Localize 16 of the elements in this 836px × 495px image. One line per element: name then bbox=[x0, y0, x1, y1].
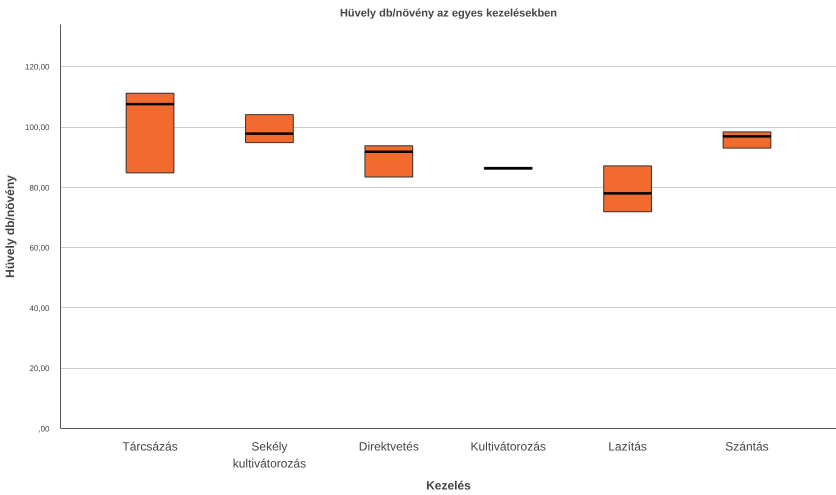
y-tick-label: 80,00 bbox=[29, 183, 50, 192]
x-tick-label: Sekély kultivátorozás bbox=[232, 440, 306, 470]
y-tick-label: ,00 bbox=[38, 424, 50, 434]
y-tick-label: 20,00 bbox=[29, 364, 50, 374]
y-tick-label: 60,00 bbox=[29, 244, 50, 253]
x-tick-label: Lazítás bbox=[608, 440, 647, 454]
y-tick-label: 120,00 bbox=[25, 62, 50, 72]
chart-title: Hüvely db/növény az egyes kezelésekben bbox=[340, 8, 558, 20]
y-tick-label: 40,00 bbox=[29, 304, 50, 313]
x-tick-label: Kultivátorozás bbox=[470, 440, 546, 454]
x-tick-label: Direktvetés bbox=[358, 440, 419, 454]
x-axis-title: Kezelés bbox=[426, 478, 472, 492]
x-tick-label: Tárcsázás bbox=[122, 440, 178, 454]
y-tick-label: 100,00 bbox=[25, 123, 50, 132]
y-axis-title: Hüvely db/növény bbox=[3, 174, 18, 278]
x-tick-label: Szántás bbox=[725, 440, 769, 454]
